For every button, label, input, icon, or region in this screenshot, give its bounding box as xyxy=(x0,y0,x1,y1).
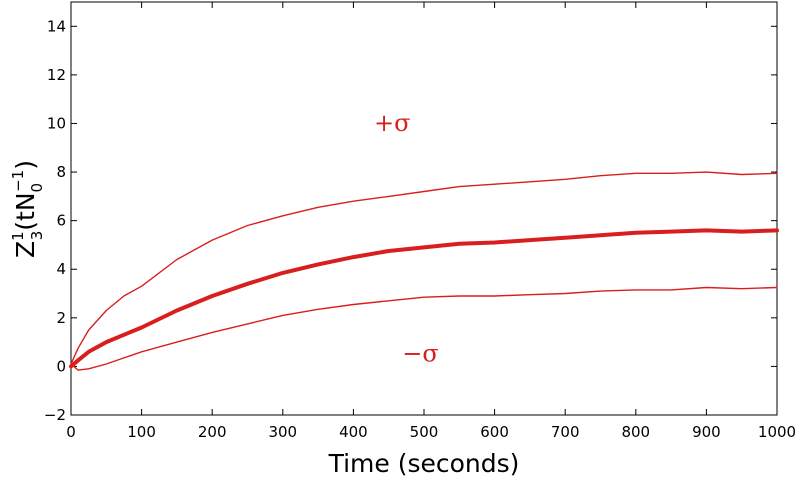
y-tick-label: 12 xyxy=(47,66,66,84)
series-mean-line xyxy=(69,228,779,369)
y-title-n-sub: 0 xyxy=(28,183,46,193)
x-tick-label: 600 xyxy=(480,423,509,441)
y-title-base: Z xyxy=(11,241,40,258)
plus-sigma-label: +σ xyxy=(374,109,411,137)
series-lower-sigma-line xyxy=(70,286,778,371)
y-title-open: (tN xyxy=(11,192,40,230)
y-tick-label: 2 xyxy=(56,309,66,327)
y-axis-title: Z13(tN0−1) xyxy=(9,160,46,258)
plot-frame xyxy=(70,1,778,416)
y-tick-label: 10 xyxy=(47,114,66,132)
y-title-base-sup: 1 xyxy=(9,231,27,241)
y-title-base-sub: 3 xyxy=(28,231,46,241)
x-axis-title: Time (seconds) xyxy=(328,449,520,478)
x-tick-label: 0 xyxy=(66,423,76,441)
x-tick-label: 700 xyxy=(551,423,580,441)
y-tick-label: 4 xyxy=(56,260,66,278)
y-title-close: ) xyxy=(11,160,40,170)
x-tick-label: 900 xyxy=(692,423,721,441)
x-tick-label: 400 xyxy=(339,423,368,441)
annotations: +σ −σ xyxy=(374,109,439,368)
y-title-n-sup: −1 xyxy=(9,170,27,192)
y-tick-label: 14 xyxy=(47,17,66,35)
x-tick-label: 500 xyxy=(410,423,439,441)
y-tick-label: 0 xyxy=(56,357,66,375)
x-tick-label: 100 xyxy=(127,423,156,441)
x-tick-label: 200 xyxy=(198,423,227,441)
series-group xyxy=(69,171,779,371)
y-tick-label: −2 xyxy=(44,406,66,424)
y-tick-label: 6 xyxy=(56,212,66,230)
x-tick-label: 800 xyxy=(621,423,650,441)
y-tick-label: 8 xyxy=(56,163,66,181)
series-upper-sigma-line xyxy=(70,171,778,365)
minus-sigma-label: −σ xyxy=(402,340,439,368)
axis-ticks: 0 100 200 300 400 500 600 700 800 900 1000−2024681… xyxy=(44,2,796,441)
x-tick-label: 1000 xyxy=(758,423,796,441)
x-tick-label: 300 xyxy=(268,423,297,441)
